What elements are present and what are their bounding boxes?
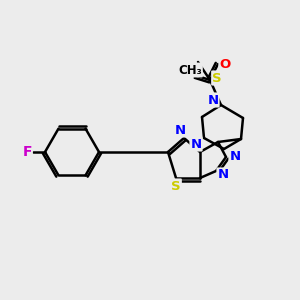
Text: S: S <box>171 179 181 193</box>
Text: N: N <box>174 124 186 136</box>
Text: N: N <box>218 169 229 182</box>
Text: O: O <box>182 65 193 79</box>
Text: N: N <box>190 137 202 151</box>
Text: S: S <box>212 71 222 85</box>
Text: O: O <box>219 58 231 70</box>
Text: N: N <box>230 151 241 164</box>
Text: CH₃: CH₃ <box>178 64 202 76</box>
Text: N: N <box>207 94 219 106</box>
Text: F: F <box>22 145 32 159</box>
